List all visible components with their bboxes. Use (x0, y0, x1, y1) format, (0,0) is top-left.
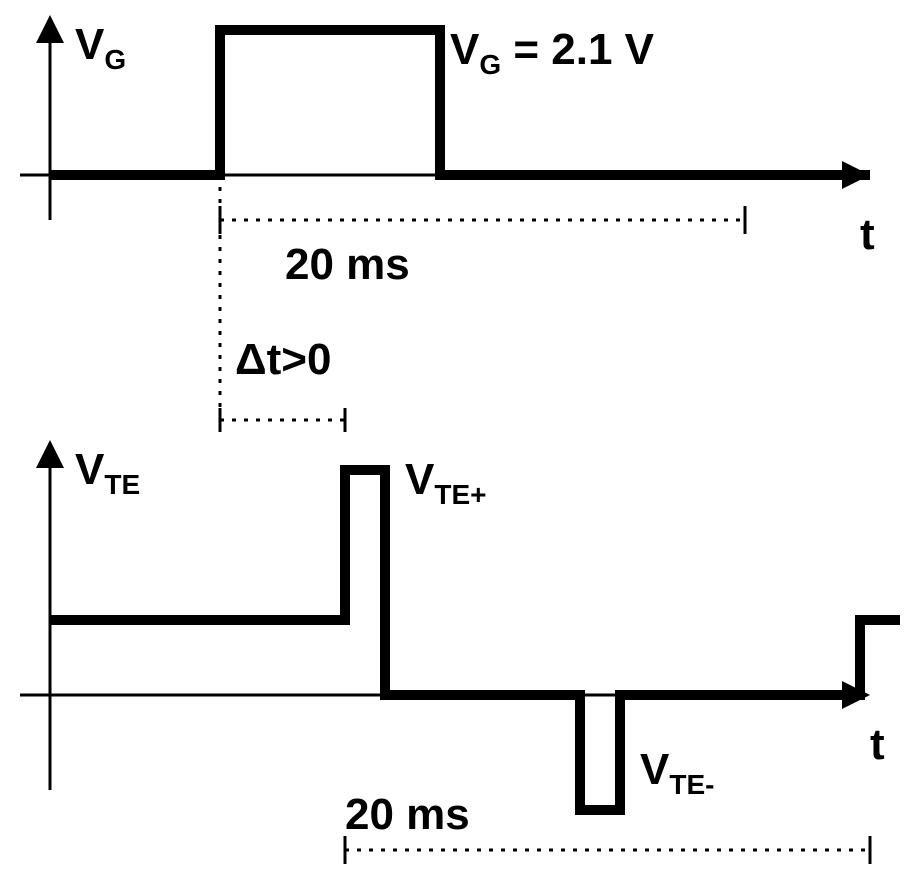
vg-axis-label: VG (75, 20, 126, 76)
plot1-t-label: t (860, 210, 875, 260)
vte-axis-label: VTE (75, 445, 140, 501)
plot1-duration-label: 20 ms (285, 240, 410, 290)
plot2-t-label: t (870, 720, 885, 770)
delta-t-label: Δt>0 (235, 335, 331, 385)
vte-plus-label: VTE+ (405, 455, 487, 511)
plot2-duration-label: 20 ms (345, 790, 470, 840)
vte-minus-label: VTE- (640, 745, 714, 801)
timing-diagram (0, 0, 909, 880)
vg-value-label: VG = 2.1 V (450, 25, 654, 81)
